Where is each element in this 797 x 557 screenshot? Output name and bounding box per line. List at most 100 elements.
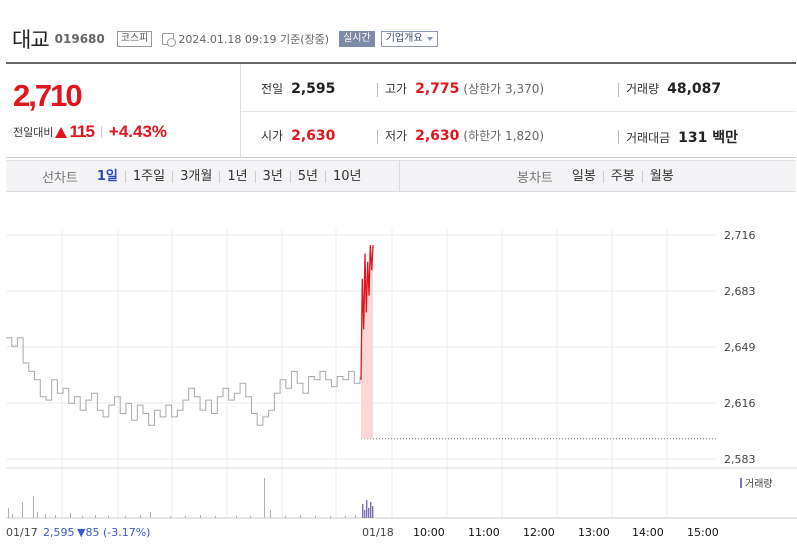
volume-bar	[315, 516, 316, 518]
prev-day-series-line	[6, 337, 361, 426]
clock-icon	[162, 33, 177, 47]
volume-bar	[270, 510, 271, 518]
volume-bar	[185, 516, 186, 518]
lower-limit: (하한가 1,820)	[463, 129, 545, 143]
period-1y[interactable]: 1년	[219, 170, 254, 183]
prev-day-close-label: 2,595	[43, 526, 75, 539]
chart-period-toolbar: 선차트 1일 1주일 3개월 1년 3년 5년 10년 봉차트 일봉 주봉 월봉	[6, 160, 796, 192]
market-badge: 코스피	[116, 31, 153, 47]
change-label: 전일대비	[13, 126, 54, 139]
period-1w[interactable]: 1주일	[124, 170, 172, 183]
y-tick-label: 2,683	[724, 285, 756, 298]
volume-bar	[364, 510, 366, 518]
company-info-label: 기업개요	[385, 33, 423, 44]
up-arrow-icon	[55, 126, 68, 138]
volume-bar	[108, 516, 109, 518]
x-tick-label: 15:00	[687, 526, 719, 539]
prev-close-label: 전일	[261, 82, 284, 96]
volume-bar	[95, 515, 96, 518]
amount-label: 거래대금	[626, 131, 671, 145]
line-chart-group: 선차트 1일 1주일 3개월 1년 3년 5년 10년	[42, 161, 369, 192]
divider	[618, 130, 619, 144]
row-divider	[241, 111, 796, 112]
x-tick-label: 10:00	[413, 526, 445, 539]
low-value: 2,630	[415, 128, 460, 144]
x-tick-label: 13:00	[578, 526, 610, 539]
volume-bar	[236, 516, 237, 518]
volume-cell: 거래량 48,087	[626, 80, 721, 97]
high-value: 2,775	[415, 81, 460, 97]
volume-bar	[140, 515, 141, 518]
period-3m[interactable]: 3개월	[172, 170, 219, 183]
intraday-price-chart[interactable]: 2,716 2,683 2,649 2,616 2,583 거래량 01/17 2,595 ▼8…	[0, 200, 797, 557]
realtime-button[interactable]: 실시간	[339, 31, 375, 47]
volume-bar	[215, 516, 216, 518]
volume-bar	[368, 508, 370, 518]
volume-bar	[345, 516, 346, 518]
amount-cell: 거래대금 131 백만	[626, 127, 738, 147]
volume-legend-label: 거래량	[745, 478, 773, 490]
chevron-down-icon	[426, 37, 433, 41]
open-cell: 시가 2,630	[261, 127, 335, 144]
volume-bar	[33, 496, 34, 518]
volume-bar	[200, 515, 201, 518]
volume-bar	[330, 516, 331, 518]
volume-bar	[125, 516, 126, 518]
low-label: 저가	[385, 129, 408, 143]
divider	[100, 126, 102, 138]
current-price: 2,710	[13, 78, 83, 113]
quote-panel: 2,710 전일대비 115 +4.43% 전일 2,595 고가 2,775 …	[6, 62, 796, 158]
stock-name: 대교	[12, 28, 50, 52]
period-1d[interactable]: 1일	[96, 168, 118, 184]
divider	[377, 83, 378, 97]
volume-legend-swatch	[740, 478, 742, 488]
volume-bar	[370, 502, 372, 518]
volume-bar	[150, 512, 151, 518]
x-tick-label: 01/18	[362, 526, 394, 539]
volume-bar	[300, 515, 301, 518]
candle-daily[interactable]: 일봉	[571, 168, 596, 184]
volume-bar	[22, 502, 23, 518]
stock-code: 019680	[54, 32, 105, 46]
period-5y[interactable]: 5년	[289, 170, 325, 183]
current-price-block: 2,710 전일대비 115 +4.43%	[6, 64, 241, 158]
x-tick-label: 11:00	[468, 526, 500, 539]
volume-bar	[264, 478, 265, 518]
y-tick-label: 2,716	[724, 229, 756, 242]
x-tick-label: 12:00	[523, 526, 555, 539]
volume-bar	[355, 515, 356, 518]
candle-monthly[interactable]: 월봉	[641, 170, 681, 183]
change-percent: +4.43%	[108, 122, 168, 141]
period-10y[interactable]: 10년	[325, 170, 369, 183]
volume-bar	[170, 516, 171, 518]
candle-chart-label: 봉차트	[517, 171, 553, 186]
open-label: 시가	[261, 129, 284, 143]
volume-bar	[250, 516, 251, 518]
volume-bar	[70, 513, 71, 518]
stock-header: 대교 019680 코스피 2024.01.18 09:19 기준(장중) 실시…	[12, 26, 438, 52]
period-3y[interactable]: 3년	[254, 170, 290, 183]
prev-day-date-label: 01/17	[6, 526, 38, 539]
candle-weekly[interactable]: 주봉	[602, 170, 642, 183]
volume-bar	[8, 508, 9, 518]
amount-value: 131 백만	[678, 130, 739, 146]
prev-close-value: 2,595	[291, 81, 336, 97]
y-tick-label: 2,583	[724, 453, 756, 466]
divider	[399, 161, 400, 192]
high-label: 고가	[385, 82, 408, 96]
y-tick-label: 2,649	[724, 341, 756, 354]
volume-bar	[366, 500, 368, 518]
change-line: 전일대비 115 +4.43%	[13, 122, 167, 142]
volume-bar	[82, 516, 83, 518]
line-chart-label: 선차트	[42, 171, 78, 186]
divider	[377, 130, 378, 144]
volume-bar	[45, 514, 46, 518]
today-series-line	[360, 245, 374, 380]
volume-bar	[37, 512, 38, 518]
today-series-area	[361, 245, 373, 439]
x-tick-label: 14:00	[632, 526, 664, 539]
volume-bar	[12, 514, 13, 518]
company-info-dropdown[interactable]: 기업개요	[380, 31, 438, 47]
upper-limit: (상한가 3,370)	[463, 82, 545, 96]
high-cell: 고가 2,775 (상한가 3,370)	[385, 80, 544, 97]
